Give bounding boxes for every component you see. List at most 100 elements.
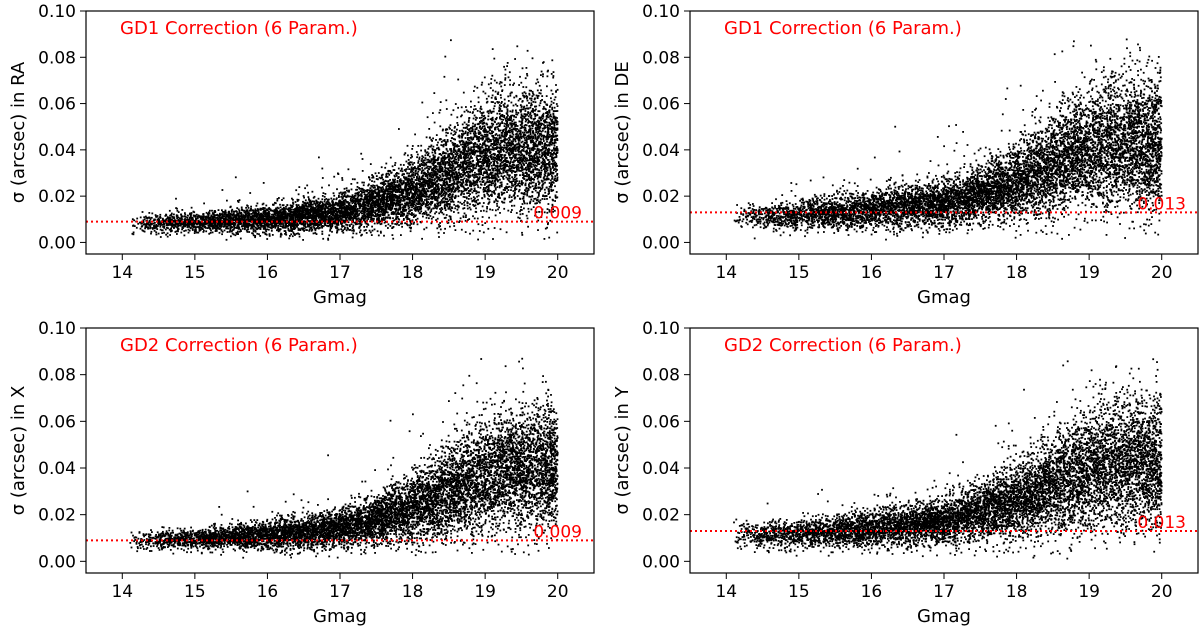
scatter-point — [277, 227, 279, 229]
scatter-point — [491, 183, 493, 185]
scatter-point — [511, 209, 513, 211]
scatter-point — [351, 189, 353, 191]
scatter-point — [537, 178, 539, 180]
scatter-point — [477, 218, 479, 220]
scatter-point — [387, 200, 389, 202]
scatter-point — [539, 170, 541, 172]
scatter-point — [488, 217, 490, 219]
scatter-point — [531, 98, 533, 100]
scatter-point — [547, 145, 549, 147]
scatter-point — [518, 170, 520, 172]
scatter-point — [287, 228, 289, 230]
scatter-point — [556, 169, 558, 171]
scatter-point — [519, 121, 521, 123]
scatter-point — [176, 233, 178, 235]
scatter-point — [366, 226, 368, 228]
scatter-point — [468, 195, 470, 197]
scatter-point — [438, 232, 440, 234]
scatter-point — [496, 123, 498, 125]
scatter-point — [426, 188, 428, 190]
scatter-point — [483, 187, 485, 189]
scatter-point — [515, 148, 517, 150]
scatter-point — [532, 128, 534, 130]
scatter-point — [541, 170, 543, 172]
scatter-point — [429, 178, 431, 180]
scatter-point — [524, 146, 526, 148]
scatter-point — [421, 158, 423, 160]
scatter-point — [546, 95, 548, 97]
scatter-point — [422, 216, 424, 218]
scatter-point — [481, 144, 483, 146]
scatter-point — [550, 152, 552, 154]
scatter-point — [494, 105, 496, 107]
scatter-point — [407, 166, 409, 168]
scatter-point — [538, 122, 540, 124]
scatter-point — [250, 228, 252, 230]
scatter-point — [521, 232, 523, 234]
scatter-point — [502, 119, 504, 121]
scatter-point — [469, 111, 471, 113]
scatter-point — [440, 101, 442, 103]
scatter-point — [255, 229, 257, 231]
scatter-point — [453, 109, 455, 111]
scatter-point — [318, 157, 320, 159]
scatter-point — [330, 227, 332, 229]
scatter-point — [499, 110, 501, 112]
scatter-point — [396, 175, 398, 177]
scatter-point — [218, 209, 220, 211]
scatter-point — [173, 214, 175, 216]
scatter-point — [554, 145, 556, 147]
scatter-point — [551, 107, 553, 109]
scatter-point — [526, 172, 528, 174]
scatter-point — [167, 232, 169, 234]
scatter-point — [417, 218, 419, 220]
scatter-point — [508, 196, 510, 198]
scatter-point — [477, 110, 479, 112]
scatter-point — [491, 75, 493, 77]
scatter-point — [460, 144, 462, 146]
scatter-point — [494, 80, 496, 82]
scatter-point — [474, 218, 476, 220]
scatter-point — [555, 84, 557, 86]
scatter-point — [467, 132, 469, 134]
scatter-point — [440, 229, 442, 231]
scatter-point — [416, 156, 418, 158]
scatter-point — [479, 230, 481, 232]
scatter-point — [452, 157, 454, 159]
scatter-point — [379, 177, 381, 179]
scatter-point — [549, 105, 551, 107]
scatter-point — [409, 220, 411, 222]
scatter-point — [478, 123, 480, 125]
scatter-point — [446, 168, 448, 170]
scatter-point — [381, 166, 383, 168]
scatter-point — [526, 67, 528, 69]
scatter-point — [321, 231, 323, 233]
scatter-point — [463, 92, 465, 94]
scatter-point — [384, 167, 386, 169]
scatter-point — [392, 165, 394, 167]
scatter-point — [503, 208, 505, 210]
scatter-point — [446, 108, 448, 110]
scatter-point — [529, 90, 531, 92]
scatter-point — [536, 139, 538, 141]
scatter-point — [488, 95, 490, 97]
scatter-point — [527, 226, 529, 228]
scatter-point — [473, 118, 475, 120]
scatter-point — [468, 121, 470, 123]
scatter-point — [495, 91, 497, 93]
scatter-point — [431, 218, 433, 220]
scatter-point — [511, 200, 513, 202]
scatter-point — [486, 98, 488, 100]
scatter-point — [540, 93, 542, 95]
scatter-point — [455, 205, 457, 207]
scatter-point — [185, 230, 187, 232]
scatter-point — [411, 178, 413, 180]
scatter-point — [519, 76, 521, 78]
scatter-point — [485, 183, 487, 185]
scatter-point — [136, 218, 138, 220]
scatter-point — [505, 123, 507, 125]
scatter-point — [438, 149, 440, 151]
scatter-point — [537, 127, 539, 129]
scatter-point — [500, 86, 502, 88]
scatter-point — [144, 228, 146, 230]
